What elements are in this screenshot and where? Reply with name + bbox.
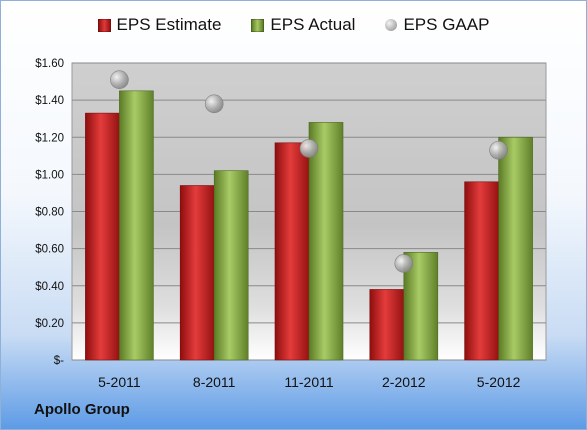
marker-eps-gaap: [204, 94, 224, 114]
legend-label-eps-gaap: EPS GAAP: [403, 15, 490, 34]
bar-eps-actual: [119, 90, 154, 361]
legend-item-eps-actual: EPS Actual: [251, 15, 355, 35]
bar-eps-estimate: [179, 185, 215, 361]
bar-eps-estimate: [369, 289, 405, 361]
y-tick-label: $1.20: [35, 132, 64, 144]
bar-eps-estimate: [85, 112, 120, 361]
y-tick-label: $-: [54, 355, 64, 367]
marker-eps-gaap: [489, 140, 508, 160]
legend-swatch-eps-actual: [251, 18, 265, 32]
legend-label-eps-estimate: EPS Estimate: [116, 15, 222, 34]
company-name: Apollo Group: [34, 401, 130, 418]
y-tick-label: $1.60: [35, 58, 64, 70]
bar-eps-estimate: [464, 181, 499, 361]
y-tick-label: $0.40: [35, 281, 64, 293]
bar-eps-actual: [498, 136, 533, 361]
marker-eps-gaap: [299, 139, 319, 158]
legend-label-eps-actual: EPS Actual: [270, 15, 356, 34]
y-tick-label: $0.80: [35, 207, 64, 219]
x-tick-label: 2-2012: [382, 374, 426, 390]
marker-eps-gaap: [394, 254, 414, 273]
legend-item-eps-estimate: EPS Estimate: [97, 15, 222, 35]
x-tick-label: 5-2011: [98, 374, 141, 390]
legend-swatch-eps-estimate: [97, 18, 111, 32]
x-tick-label: 11-2011: [284, 374, 334, 390]
legend-swatch-eps-gaap: [385, 19, 398, 31]
bar-eps-estimate: [274, 142, 310, 361]
marker-eps-gaap: [110, 70, 129, 90]
x-tick-label: 8-2011: [193, 374, 236, 390]
y-tick-label: $1.00: [35, 169, 64, 181]
bar-eps-actual: [213, 170, 249, 361]
x-tick-label: 5-2012: [477, 374, 521, 390]
bar-eps-actual: [308, 122, 344, 361]
legend-item-eps-gaap: EPS GAAP: [385, 15, 489, 35]
y-tick-label: $0.20: [35, 318, 64, 330]
y-tick-label: $1.40: [35, 95, 64, 107]
legend: EPS Estimate EPS Actual EPS GAAP: [1, 15, 586, 35]
y-tick-label: $0.60: [35, 244, 64, 256]
